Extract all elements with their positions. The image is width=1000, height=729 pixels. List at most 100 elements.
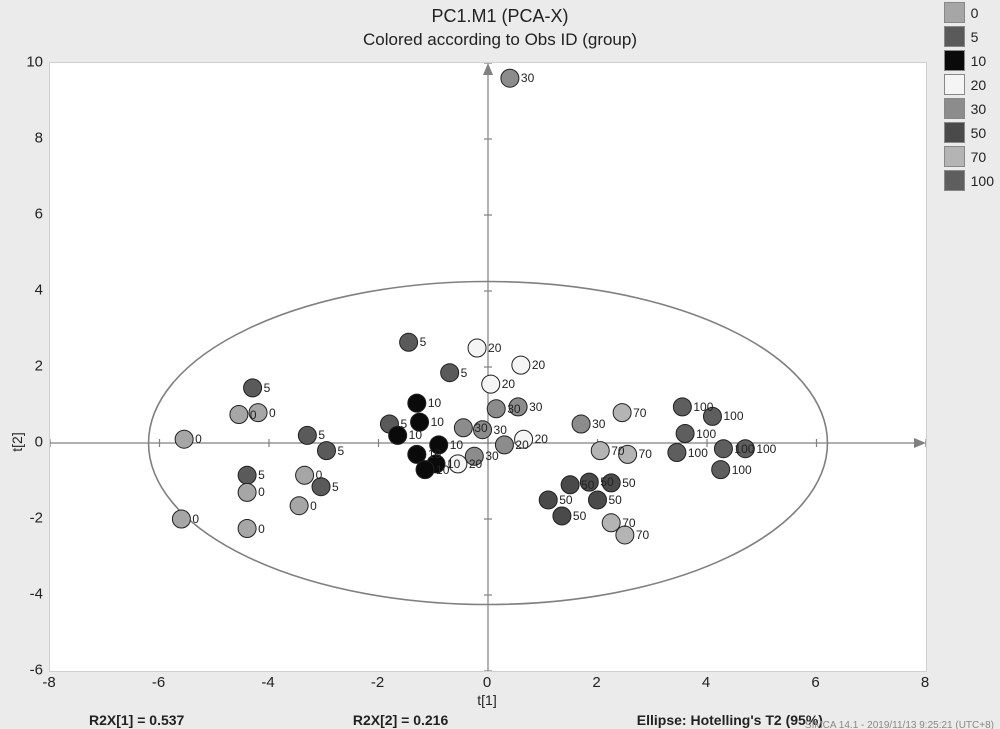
data-point (408, 394, 426, 412)
data-point (613, 404, 631, 422)
data-point-label: 10 (431, 415, 444, 429)
data-point-label: 50 (581, 478, 594, 492)
legend-swatch (944, 122, 965, 143)
data-point-label: 70 (633, 406, 646, 420)
legend: 051020305070100 (944, 2, 994, 194)
data-point-label: 20 (515, 438, 528, 452)
data-point-label: 0 (258, 522, 265, 536)
legend-label: 20 (971, 77, 987, 93)
data-point (539, 491, 557, 509)
x-tick-label: -2 (371, 674, 384, 691)
x-axis-label: t[1] (477, 692, 496, 708)
data-point-label: 30 (485, 449, 498, 463)
data-point (400, 333, 418, 351)
x-tick-label: 4 (702, 674, 710, 691)
legend-item: 20 (944, 74, 994, 95)
data-point (238, 483, 256, 501)
data-point (591, 442, 609, 460)
data-point-label: 20 (532, 358, 545, 372)
legend-item: 5 (944, 26, 994, 47)
legend-item: 10 (944, 50, 994, 71)
data-point (244, 379, 262, 397)
legend-item: 50 (944, 122, 994, 143)
data-point-label: 5 (420, 335, 427, 349)
caption-row: R2X[1] = 0.537 R2X[2] = 0.216 Ellipse: H… (89, 712, 823, 728)
data-point-label: 5 (258, 468, 265, 482)
data-point-label: 20 (469, 457, 482, 471)
data-point-label: 100 (723, 409, 743, 423)
legend-label: 50 (971, 125, 987, 141)
data-point (298, 426, 316, 444)
data-point-label: 100 (756, 442, 776, 456)
legend-swatch (944, 2, 965, 23)
chart-title: PC1.M1 (PCA-X) (0, 6, 1000, 27)
data-point (714, 440, 732, 458)
data-point (230, 406, 248, 424)
data-point (512, 356, 530, 374)
y-tick-label: 4 (19, 282, 43, 299)
x-tick-label: -8 (42, 674, 55, 691)
y-tick-label: 8 (19, 130, 43, 147)
data-point (676, 425, 694, 443)
data-point-label: 50 (609, 493, 622, 507)
x-tick-label: -6 (152, 674, 165, 691)
data-point-label: 0 (269, 406, 276, 420)
data-point-label: 10 (428, 447, 441, 461)
data-point-label: 5 (400, 417, 407, 431)
legend-swatch (944, 170, 965, 191)
data-point-label: 70 (639, 447, 652, 461)
data-point-label: 0 (250, 408, 257, 422)
legend-swatch (944, 50, 965, 71)
x-tick-label: 6 (811, 674, 819, 691)
data-point-label: 50 (559, 493, 572, 507)
y-tick-label: -4 (19, 586, 43, 603)
chart-subtitle: Colored according to Obs ID (group) (0, 30, 1000, 50)
data-point-label: 100 (688, 446, 708, 460)
data-point (441, 364, 459, 382)
data-point-label: 30 (507, 402, 520, 416)
legend-swatch (944, 26, 965, 47)
legend-item: 30 (944, 98, 994, 119)
x-tick-label: 2 (592, 674, 600, 691)
data-point-label: 5 (461, 366, 468, 380)
data-point-label: 70 (636, 528, 649, 542)
data-point (238, 466, 256, 484)
data-point (712, 461, 730, 479)
legend-label: 0 (971, 5, 979, 21)
data-point (553, 507, 571, 525)
data-point-label: 30 (592, 417, 605, 431)
legend-item: 100 (944, 170, 994, 191)
legend-label: 30 (971, 101, 987, 117)
data-point-label: 100 (734, 442, 754, 456)
data-point-label: 100 (693, 400, 713, 414)
caption-r2x2: R2X[2] = 0.216 (353, 712, 633, 728)
data-point (238, 520, 256, 538)
x-tick-label: -4 (261, 674, 274, 691)
data-point-label: 10 (428, 396, 441, 410)
legend-label: 100 (971, 173, 994, 189)
pca-scatter-plot: 3052020520510303000701001001030303051051… (49, 62, 927, 672)
data-point-label: 70 (611, 444, 624, 458)
legend-label: 10 (971, 53, 987, 69)
data-point (290, 497, 308, 515)
data-point (468, 339, 486, 357)
caption-ellipse: Ellipse: Hotelling's T2 (95%) (637, 712, 823, 728)
legend-swatch (944, 74, 965, 95)
data-point (572, 415, 590, 433)
data-point-label: 30 (521, 71, 534, 85)
plot-svg (50, 63, 926, 671)
data-point (668, 444, 686, 462)
data-point-label: 10 (409, 428, 422, 442)
y-axis-label: t[2] (9, 432, 25, 451)
data-point-label: 5 (264, 381, 271, 395)
data-point-label: 50 (600, 475, 613, 489)
data-point (172, 510, 190, 528)
data-point-label: 30 (474, 421, 487, 435)
y-tick-label: 6 (19, 206, 43, 223)
data-point-label: 30 (529, 400, 542, 414)
data-point (589, 491, 607, 509)
legend-item: 0 (944, 2, 994, 23)
data-point (501, 69, 519, 87)
legend-swatch (944, 98, 965, 119)
x-tick-label: 8 (921, 674, 929, 691)
